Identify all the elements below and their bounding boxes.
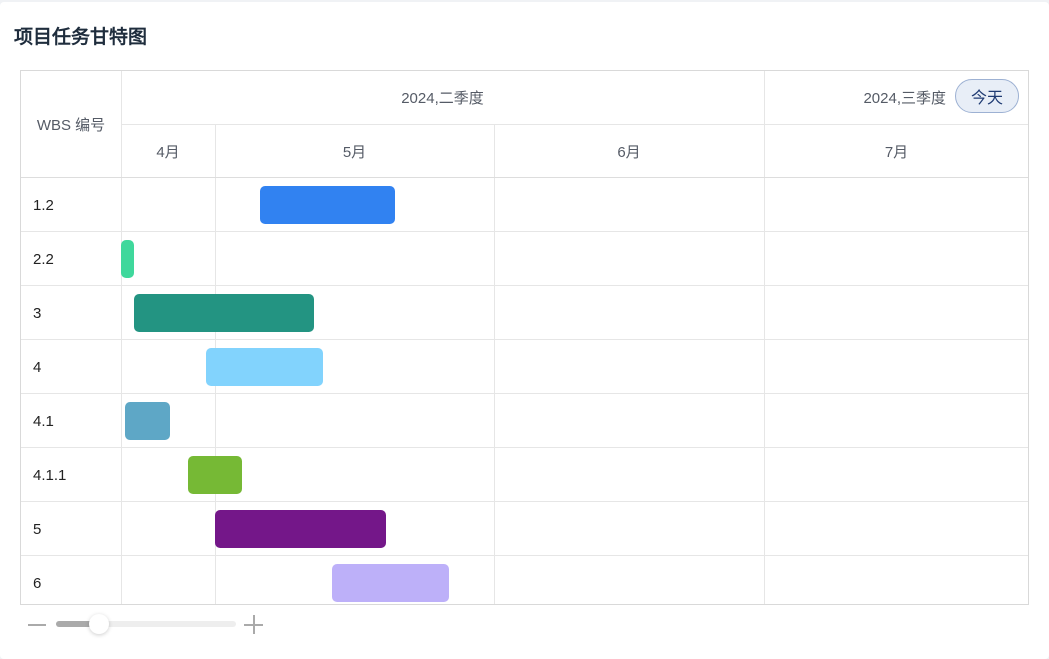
task-bar[interactable] — [125, 402, 170, 440]
zoom-in-button[interactable] — [244, 615, 263, 634]
wbs-label: 2.2 — [33, 250, 54, 268]
divider — [21, 447, 1028, 448]
zoom-slider-handle[interactable] — [89, 614, 110, 634]
wbs-label: 1.2 — [33, 196, 54, 214]
zoom-slider-fill — [56, 621, 100, 627]
page-title: 项目任务甘特图 — [14, 27, 148, 48]
divider — [121, 124, 1028, 125]
wbs-label: 5 — [33, 520, 42, 538]
wbs-column-header: WBS 编号 — [36, 117, 106, 134]
gantt-chart: WBS 编号 2024,二季度 2024,三季度 今天 4月 5月 6月 7月 … — [20, 70, 1029, 605]
task-bar[interactable] — [188, 456, 242, 494]
task-bar[interactable] — [215, 510, 386, 548]
zoom-out-button[interactable] — [28, 624, 46, 626]
wbs-label: 3 — [33, 304, 42, 322]
divider — [21, 339, 1028, 340]
task-bar[interactable] — [332, 564, 449, 602]
divider — [494, 124, 495, 604]
divider — [21, 177, 1028, 178]
divider — [121, 71, 122, 604]
month-header-jun: 6月 — [617, 143, 641, 161]
month-header-jul: 7月 — [884, 143, 909, 161]
wbs-label: 4.1 — [33, 412, 54, 430]
divider — [21, 501, 1028, 502]
divider — [21, 231, 1028, 232]
divider — [21, 555, 1028, 556]
wbs-label: 6 — [33, 574, 42, 592]
divider — [764, 71, 765, 604]
wbs-label: 4 — [33, 358, 42, 376]
quarter-header-q2: 2024,二季度 — [401, 90, 484, 107]
month-header-apr: 4月 — [156, 143, 180, 161]
task-bar[interactable] — [121, 240, 134, 278]
wbs-label: 4.1.1 — [33, 466, 67, 484]
quarter-header-q3: 2024,三季度 — [863, 90, 946, 107]
zoom-slider[interactable] — [56, 614, 236, 634]
month-header-may: 5月 — [342, 143, 367, 161]
task-bar[interactable] — [134, 294, 314, 332]
task-bar[interactable] — [260, 186, 395, 224]
divider — [21, 393, 1028, 394]
today-button[interactable]: 今天 — [955, 79, 1019, 113]
task-bar[interactable] — [206, 348, 323, 386]
divider — [21, 285, 1028, 286]
